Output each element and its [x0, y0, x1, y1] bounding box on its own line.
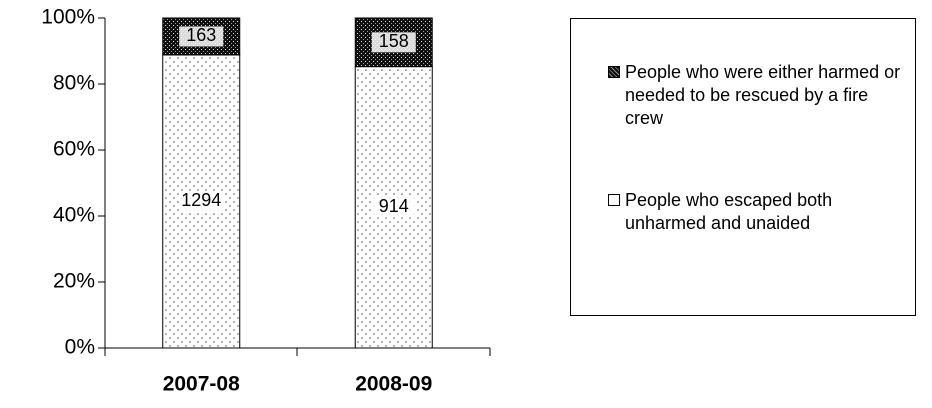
bar-segment — [162, 17, 241, 56]
bar-segment — [354, 17, 433, 68]
legend-swatch — [608, 66, 620, 78]
legend-label: People who escaped both unharmed and una… — [625, 190, 833, 233]
data-label-bg — [371, 32, 416, 53]
y-tick-label: 40% — [53, 204, 95, 227]
x-tick-label: 2007-08 — [163, 373, 240, 396]
legend: People who were either harmed or needed … — [570, 18, 916, 316]
data-label-bg — [179, 191, 224, 212]
data-label-bg — [371, 197, 416, 218]
legend-entry: People who escaped both unharmed and una… — [608, 189, 905, 235]
y-tick-label: 80% — [53, 72, 95, 95]
data-label-bg — [179, 26, 224, 47]
y-tick-label: 0% — [65, 336, 95, 359]
data-label: 1294 — [181, 190, 221, 210]
legend-label: People who were either harmed or needed … — [625, 62, 901, 128]
legend-entry: People who were either harmed or needed … — [608, 61, 905, 130]
data-label: 158 — [379, 31, 409, 51]
data-label: 914 — [379, 196, 409, 216]
x-tick-label: 2008-09 — [355, 373, 432, 396]
y-tick-label: 20% — [53, 270, 95, 293]
y-tick-label: 60% — [53, 138, 95, 161]
legend-swatch — [608, 194, 620, 206]
data-label: 163 — [186, 25, 216, 45]
y-tick-label: 100% — [41, 6, 95, 29]
